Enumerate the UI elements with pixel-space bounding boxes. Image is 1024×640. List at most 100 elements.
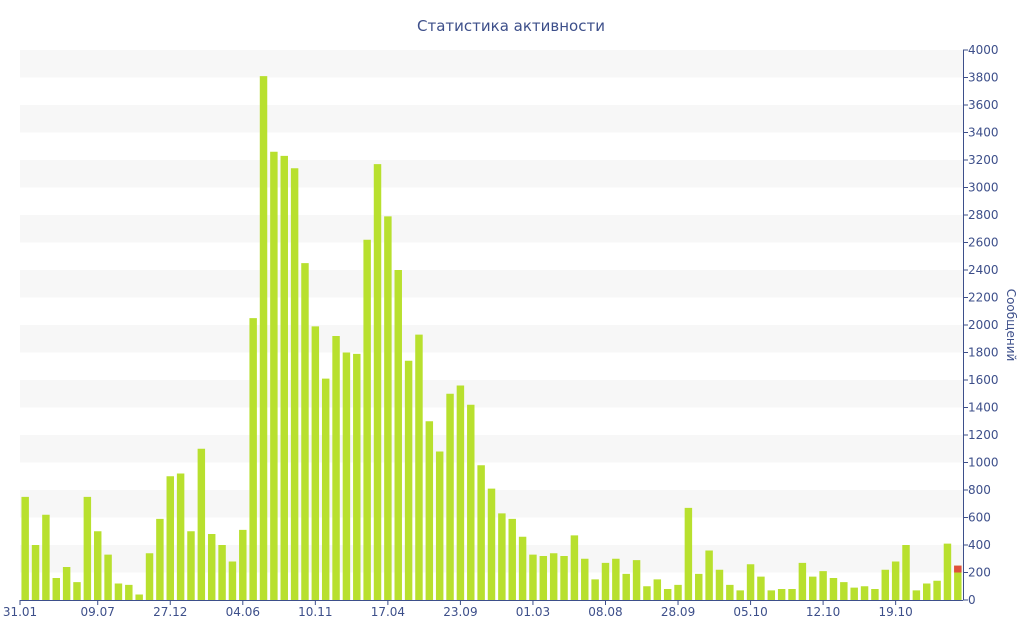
bar xyxy=(21,496,29,600)
bar xyxy=(435,451,444,600)
y-tick-label: 2000 xyxy=(968,318,999,332)
bar xyxy=(446,393,454,600)
grid-bands xyxy=(20,50,963,573)
bar xyxy=(218,545,226,600)
grid-band xyxy=(20,215,963,243)
bar xyxy=(83,496,92,600)
bar xyxy=(425,421,434,600)
bar xyxy=(819,571,827,600)
bar xyxy=(415,334,423,600)
bar xyxy=(332,336,340,600)
bar xyxy=(767,590,776,600)
bar xyxy=(104,554,112,600)
bar xyxy=(684,507,693,600)
bar xyxy=(321,378,330,600)
bar xyxy=(881,569,890,600)
x-tick-label: 17.04 xyxy=(371,605,405,619)
bar xyxy=(342,352,351,600)
bar xyxy=(62,567,71,600)
bar xyxy=(850,587,858,600)
bar xyxy=(456,385,465,600)
bar xyxy=(259,76,268,600)
bar xyxy=(197,448,206,600)
x-tick-label: 08.08 xyxy=(588,605,622,619)
bar xyxy=(42,514,50,600)
x-tick-label: 09.07 xyxy=(81,605,115,619)
grid-band xyxy=(20,325,963,353)
bar xyxy=(840,582,848,600)
bar xyxy=(239,529,247,600)
bar xyxy=(746,564,755,600)
bar xyxy=(166,476,174,600)
bar xyxy=(871,589,879,600)
bar xyxy=(487,488,496,600)
bar xyxy=(529,554,537,600)
bar xyxy=(653,579,662,600)
bar xyxy=(280,155,288,600)
bar xyxy=(207,534,216,600)
y-tick-label: 3800 xyxy=(968,71,999,85)
bar xyxy=(622,573,630,600)
y-tick-label: 1800 xyxy=(968,346,999,360)
y-tick-label: 600 xyxy=(968,511,991,525)
bar-current-segment xyxy=(954,565,962,573)
bar xyxy=(736,590,744,600)
bar xyxy=(125,584,133,600)
bar xyxy=(270,151,278,600)
x-tick-label: 23.09 xyxy=(443,605,477,619)
bar xyxy=(52,578,60,600)
bar xyxy=(498,513,506,600)
bar xyxy=(809,576,817,600)
grid-band xyxy=(20,270,963,298)
bar xyxy=(539,556,548,600)
y-tick-label: 3600 xyxy=(968,98,999,112)
bar xyxy=(249,318,257,600)
y-tick-label: 2200 xyxy=(968,291,999,305)
bar xyxy=(73,582,81,600)
bar xyxy=(135,594,143,600)
bar xyxy=(549,553,558,600)
bar xyxy=(353,353,361,600)
x-tick-label: 27.12 xyxy=(153,605,187,619)
bar xyxy=(187,531,195,600)
bar xyxy=(290,168,299,600)
bar xyxy=(643,586,651,600)
bar xyxy=(933,580,941,600)
grid-band xyxy=(20,435,963,463)
bar xyxy=(467,404,475,600)
y-tick-label: 1600 xyxy=(968,373,999,387)
bar xyxy=(954,565,962,600)
bar xyxy=(518,536,527,600)
bar xyxy=(301,263,309,600)
x-axis: 31.01 09.07 27.12 04.06 10.11 17.04 23.09 01.03… xyxy=(3,600,963,619)
grid-band xyxy=(20,160,963,188)
bar xyxy=(31,545,40,600)
bar xyxy=(93,531,102,600)
bar xyxy=(902,545,910,600)
bar xyxy=(394,270,402,600)
bar xyxy=(860,586,869,600)
x-tick-label: 05.10 xyxy=(733,605,767,619)
bar xyxy=(404,360,413,600)
bar xyxy=(373,164,382,600)
bar xyxy=(695,573,703,600)
bar xyxy=(145,553,154,600)
bar xyxy=(384,216,392,600)
bar xyxy=(114,583,123,600)
x-tick-label: 01.03 xyxy=(516,605,550,619)
bar xyxy=(570,535,579,600)
bar xyxy=(674,584,682,600)
y-tick-label: 800 xyxy=(968,483,991,497)
bar xyxy=(632,560,641,600)
x-tick-label: 04.06 xyxy=(226,605,260,619)
y-axis-label: Сообщений xyxy=(1004,289,1018,362)
bar xyxy=(663,589,672,600)
bar xyxy=(581,558,589,600)
bar xyxy=(757,576,765,600)
bar xyxy=(311,326,320,600)
bar xyxy=(560,556,568,600)
x-tick-label: 10.11 xyxy=(298,605,332,619)
bar xyxy=(798,562,807,600)
y-axis: 0 200 400 600 800 1000 1200 1400 1600 1800 2000 220… xyxy=(963,43,999,607)
